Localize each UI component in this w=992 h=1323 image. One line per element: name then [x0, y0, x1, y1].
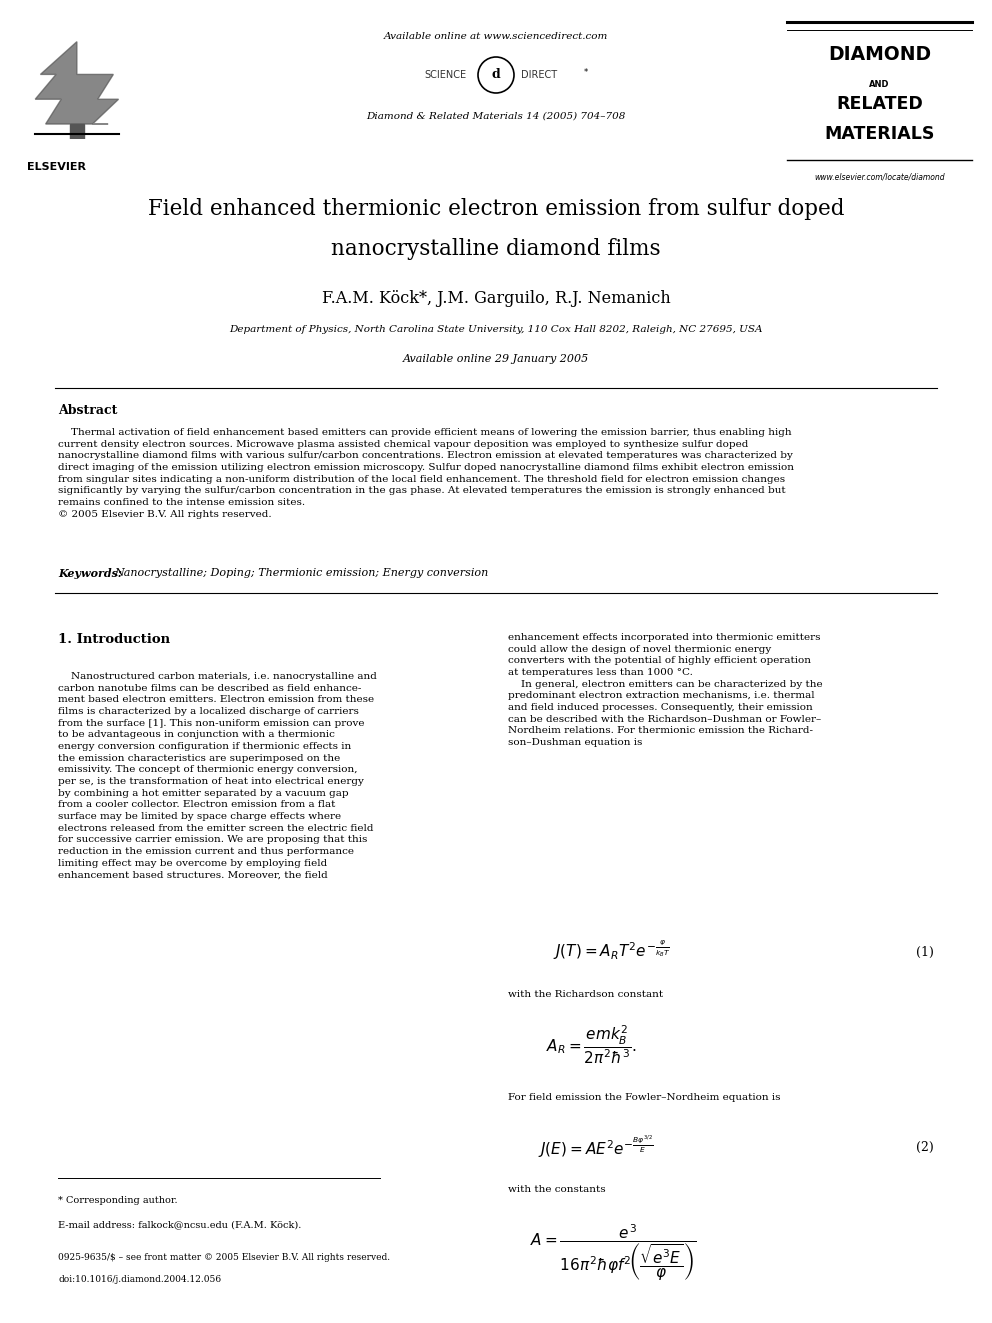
- Text: Thermal activation of field enhancement based emitters can provide efficient mea: Thermal activation of field enhancement …: [58, 429, 794, 519]
- Polygon shape: [36, 42, 119, 124]
- Text: (2): (2): [917, 1140, 934, 1154]
- Text: $A_R = \dfrac{emk_B^2}{2\pi^2\hbar^3}.$: $A_R = \dfrac{emk_B^2}{2\pi^2\hbar^3}.$: [546, 1023, 637, 1065]
- Text: *: *: [584, 67, 588, 77]
- Text: Department of Physics, North Carolina State University, 110 Cox Hall 8202, Ralei: Department of Physics, North Carolina St…: [229, 325, 763, 333]
- Text: DIAMOND: DIAMOND: [828, 45, 931, 64]
- Text: Nanostructured carbon materials, i.e. nanocrystalline and
carbon nanotube films : Nanostructured carbon materials, i.e. na…: [58, 672, 377, 880]
- Text: Available online 29 January 2005: Available online 29 January 2005: [403, 355, 589, 364]
- Text: with the constants: with the constants: [508, 1185, 606, 1193]
- Text: AND: AND: [869, 79, 890, 89]
- Text: $A = \dfrac{e^3}{16\pi^2\hbar\varphi f^2\!\left(\dfrac{\sqrt{e^3 E}}{\varphi}\ri: $A = \dfrac{e^3}{16\pi^2\hbar\varphi f^2…: [530, 1222, 696, 1283]
- Text: Nanocrystalline; Doping; Thermionic emission; Energy conversion: Nanocrystalline; Doping; Thermionic emis…: [114, 568, 488, 578]
- Text: $J(E) = AE^2 e^{-\frac{B\varphi^{3/2}}{E}}$: $J(E) = AE^2 e^{-\frac{B\varphi^{3/2}}{E…: [538, 1132, 654, 1160]
- Text: Abstract: Abstract: [58, 404, 117, 417]
- Text: 0925-9635/$ – see front matter © 2005 Elsevier B.V. All rights reserved.: 0925-9635/$ – see front matter © 2005 El…: [58, 1253, 390, 1262]
- Text: (1): (1): [917, 946, 934, 959]
- Text: Available online at www.sciencedirect.com: Available online at www.sciencedirect.co…: [384, 32, 608, 41]
- Text: Keywords:: Keywords:: [58, 568, 122, 579]
- Text: doi:10.1016/j.diamond.2004.12.056: doi:10.1016/j.diamond.2004.12.056: [58, 1275, 221, 1285]
- Text: www.elsevier.com/locate/diamond: www.elsevier.com/locate/diamond: [814, 172, 944, 181]
- Text: Field enhanced thermionic electron emission from sulfur doped: Field enhanced thermionic electron emiss…: [148, 198, 844, 220]
- Text: RELATED: RELATED: [836, 95, 923, 112]
- Text: DIRECT: DIRECT: [521, 70, 558, 79]
- Polygon shape: [69, 124, 84, 139]
- Text: For field emission the Fowler–Nordheim equation is: For field emission the Fowler–Nordheim e…: [508, 1093, 781, 1102]
- Text: Diamond & Related Materials 14 (2005) 704–708: Diamond & Related Materials 14 (2005) 70…: [366, 112, 626, 120]
- Text: d: d: [492, 69, 500, 82]
- Text: F.A.M. Köck*, J.M. Garguilo, R.J. Nemanich: F.A.M. Köck*, J.M. Garguilo, R.J. Nemani…: [321, 290, 671, 307]
- Text: with the Richardson constant: with the Richardson constant: [508, 990, 663, 999]
- Text: 1. Introduction: 1. Introduction: [58, 632, 170, 646]
- Text: ELSEVIER: ELSEVIER: [28, 161, 86, 172]
- Text: enhancement effects incorporated into thermionic emitters
could allow the design: enhancement effects incorporated into th…: [508, 632, 822, 747]
- Text: $J(T) = A_R T^2 e^{-\frac{\varphi}{k_B T}}$: $J(T) = A_R T^2 e^{-\frac{\varphi}{k_B T…: [553, 938, 671, 962]
- Text: SCIENCE: SCIENCE: [424, 70, 466, 79]
- Text: nanocrystalline diamond films: nanocrystalline diamond films: [331, 238, 661, 261]
- Text: E-mail address: falkock@ncsu.edu (F.A.M. Köck).: E-mail address: falkock@ncsu.edu (F.A.M.…: [58, 1220, 302, 1229]
- Text: MATERIALS: MATERIALS: [824, 124, 934, 143]
- Text: * Corresponding author.: * Corresponding author.: [58, 1196, 178, 1205]
